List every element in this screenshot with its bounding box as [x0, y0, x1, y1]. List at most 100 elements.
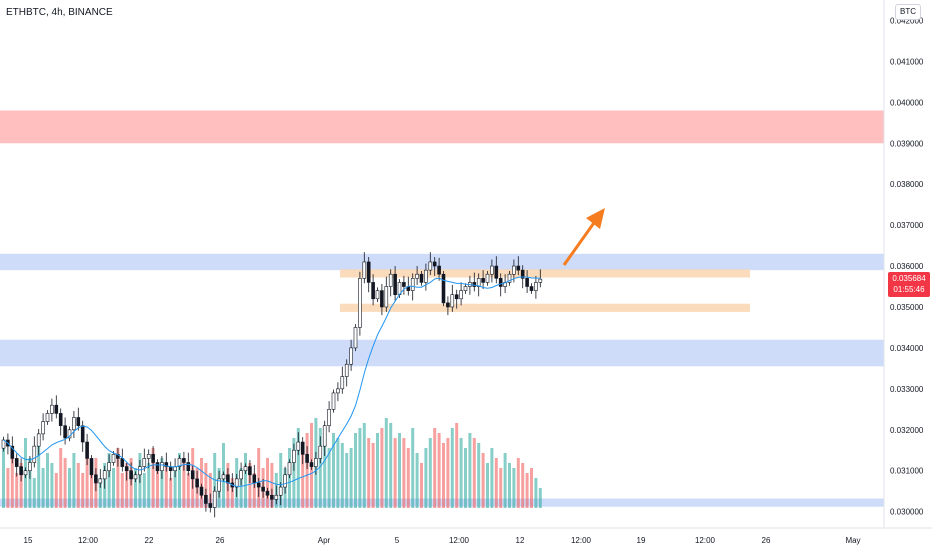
- candle-body: [402, 282, 406, 287]
- volume-bar: [230, 478, 234, 508]
- candle-body: [529, 286, 534, 291]
- volume-bar: [244, 453, 247, 508]
- volume-bar: [371, 443, 375, 508]
- volume-bar: [354, 433, 357, 508]
- candle-body: [89, 458, 94, 476]
- price-tick-label: 0.034000: [890, 344, 924, 353]
- volume-bar: [54, 473, 58, 508]
- candle-body: [80, 425, 85, 443]
- volume-bar: [68, 468, 71, 508]
- volume-bar: [525, 473, 529, 508]
- volume-bar: [406, 448, 410, 508]
- volume-bar: [362, 423, 366, 508]
- arrow-annotation: [562, 208, 605, 266]
- bar-countdown: 01:55:46: [893, 285, 925, 294]
- candle-body: [309, 462, 314, 467]
- candle-body: [14, 458, 19, 467]
- candle-body: [371, 282, 375, 300]
- price-tick-label: 0.033000: [890, 385, 924, 394]
- volume-bar: [120, 473, 124, 508]
- price-tick-label: 0.042000: [890, 16, 924, 25]
- candle-body: [85, 441, 89, 459]
- volume-bar: [336, 438, 340, 508]
- candle-body: [318, 445, 323, 459]
- volume-bar: [345, 453, 349, 508]
- volume-bar: [296, 428, 300, 508]
- volume-bar: [279, 453, 283, 508]
- volume-bar: [204, 463, 208, 508]
- time-tick-label: 15: [24, 536, 33, 545]
- volume-bar: [160, 458, 164, 508]
- candle-body: [459, 290, 463, 300]
- candle-body: [221, 474, 226, 480]
- candle-body: [63, 425, 67, 439]
- volume-bar: [164, 463, 168, 508]
- volume-bar: [508, 463, 511, 508]
- candle-body: [45, 413, 50, 422]
- candle-body: [226, 474, 230, 484]
- candle-body: [384, 286, 389, 308]
- candle-body: [322, 425, 327, 447]
- candle-body: [58, 413, 63, 426]
- candle-body: [283, 474, 287, 488]
- time-tick-label: 26: [216, 536, 225, 545]
- time-tick-label: Apr: [318, 536, 331, 545]
- volume-bar: [112, 468, 115, 508]
- candle-body: [160, 462, 164, 471]
- candle-body: [344, 363, 349, 377]
- volume-bar: [464, 448, 467, 508]
- price-axis: 0.042000 0.041000 0.040000 0.039000 0.038000…: [890, 16, 924, 516]
- volume-bar: [538, 488, 542, 508]
- candle-body: [388, 273, 393, 287]
- currency-button[interactable]: BTC: [895, 4, 921, 20]
- volume-bar: [437, 433, 441, 508]
- price-tick-label: 0.039000: [890, 139, 924, 148]
- volume-bar: [37, 443, 41, 508]
- zone-support: [0, 253, 884, 271]
- candle-body: [454, 294, 459, 300]
- candle-body: [274, 494, 279, 500]
- volume-bar: [32, 478, 36, 508]
- volume-bar: [512, 468, 516, 508]
- time-tick-label: 12:00: [571, 536, 592, 545]
- candle-body: [212, 490, 217, 508]
- moving-average-layer: [3, 276, 541, 487]
- price-tick-label: 0.035000: [890, 303, 924, 312]
- price-tick-label: 0.037000: [890, 221, 924, 230]
- candle-body: [305, 454, 309, 463]
- candle-body: [265, 490, 270, 496]
- volume-bar: [90, 468, 93, 508]
- volume-bar: [239, 468, 243, 508]
- volume-bar: [305, 433, 309, 508]
- candle-body: [190, 470, 195, 480]
- candle-body: [164, 462, 169, 467]
- candle-body: [129, 470, 133, 480]
- volume-bar: [151, 448, 155, 508]
- volume-bar: [455, 423, 459, 508]
- volume-bar: [182, 463, 186, 508]
- volume-bar: [28, 458, 32, 508]
- volume-bar: [2, 448, 5, 508]
- candle-body: [507, 273, 512, 283]
- volume-bar: [332, 433, 335, 508]
- volume-bar: [477, 443, 481, 508]
- candle-body: [424, 269, 428, 283]
- candle-body: [67, 429, 72, 439]
- volume-bar: [384, 418, 388, 508]
- volume-bar: [534, 478, 538, 508]
- last-price: 0.035684: [892, 274, 926, 283]
- volume-bar: [142, 473, 146, 508]
- candle-body: [476, 278, 481, 287]
- volume-bar: [472, 438, 476, 508]
- time-tick-label: 12:00: [78, 536, 99, 545]
- volume-bar: [358, 428, 362, 508]
- volume-bar: [389, 423, 393, 508]
- candle-body: [450, 294, 455, 308]
- candle-body: [177, 458, 182, 467]
- volume-bar: [420, 463, 423, 508]
- volume-bar: [503, 453, 507, 508]
- candle-body: [287, 462, 292, 476]
- volume-bar: [257, 448, 261, 508]
- volume-layer: [2, 418, 542, 508]
